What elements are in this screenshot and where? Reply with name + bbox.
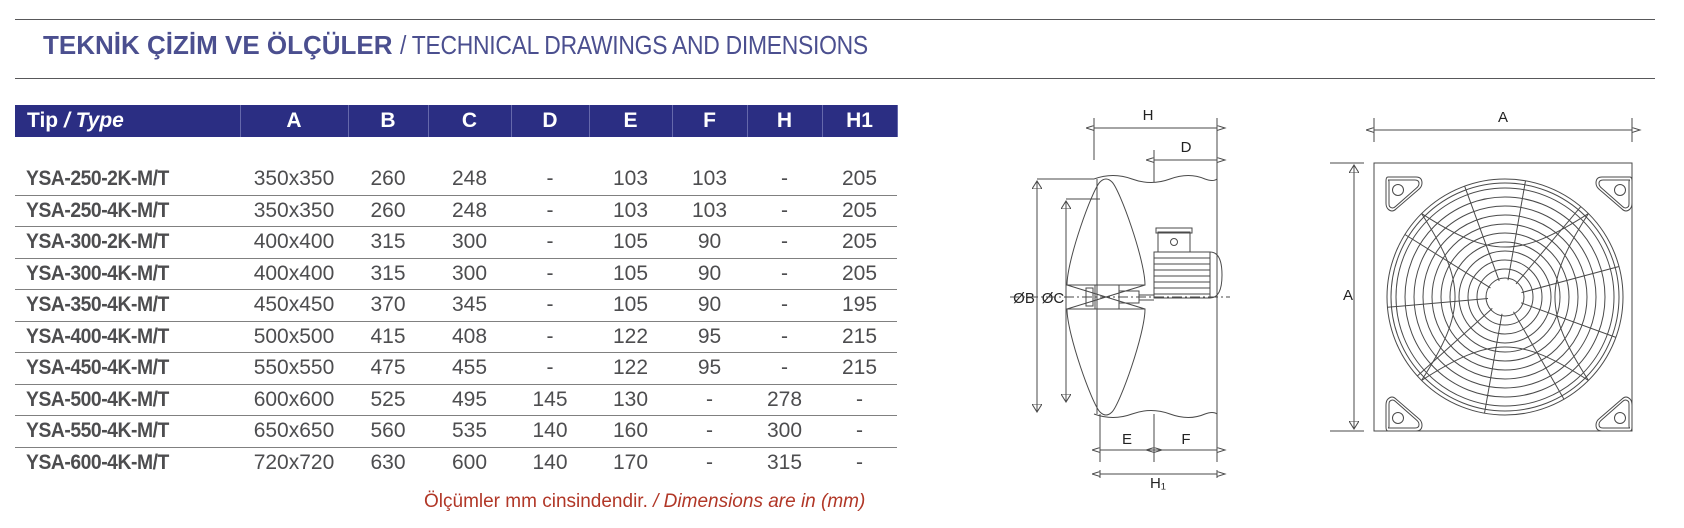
svg-text:H₁: H₁ [1150, 475, 1166, 492]
svg-text:A: A [1498, 109, 1508, 126]
svg-text:F: F [1181, 431, 1190, 448]
svg-text:D: D [1181, 139, 1192, 156]
svg-text:ØB: ØB [1013, 290, 1035, 307]
svg-text:ØC: ØC [1042, 290, 1065, 307]
svg-text:H: H [1143, 107, 1154, 124]
svg-text:A: A [1343, 287, 1353, 304]
svg-text:E: E [1122, 431, 1132, 448]
